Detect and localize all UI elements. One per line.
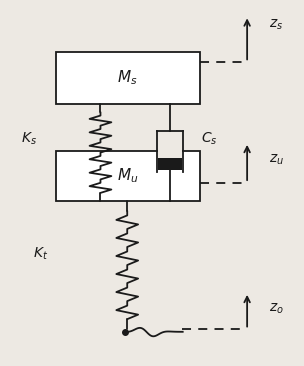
Bar bbox=[158, 135, 182, 158]
Text: $M_u$: $M_u$ bbox=[116, 167, 138, 185]
Bar bbox=[158, 158, 182, 170]
Bar bbox=[56, 52, 199, 105]
Bar bbox=[56, 152, 199, 201]
Text: $z_o$: $z_o$ bbox=[269, 301, 284, 315]
Text: $z_u$: $z_u$ bbox=[269, 152, 284, 167]
Text: $z_s$: $z_s$ bbox=[269, 18, 283, 32]
Text: $K_t$: $K_t$ bbox=[33, 245, 49, 261]
Text: $M_s$: $M_s$ bbox=[117, 68, 137, 87]
Text: $C_s$: $C_s$ bbox=[201, 130, 218, 147]
Text: $K_s$: $K_s$ bbox=[21, 130, 37, 147]
